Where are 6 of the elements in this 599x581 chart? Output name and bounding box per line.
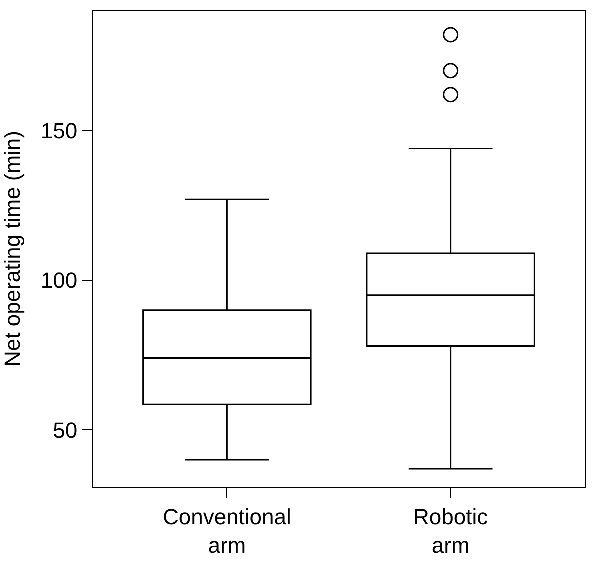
x-tick-label: Robotic arm [414, 504, 488, 558]
y-axis-title: Net operating time (min) [0, 131, 25, 367]
x-tick-label: Conventional arm [162, 504, 292, 558]
y-tick-label: 100 [40, 268, 78, 294]
y-tick-label: 150 [40, 118, 78, 144]
y-tick-label: 50 [53, 418, 78, 443]
